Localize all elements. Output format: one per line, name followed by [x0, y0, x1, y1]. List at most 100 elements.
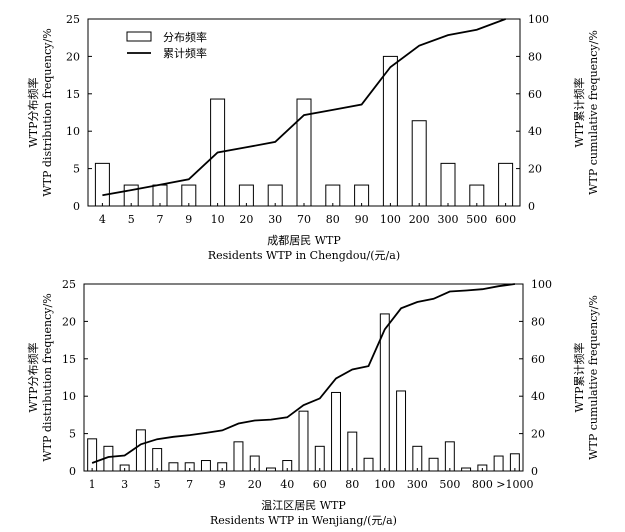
bar — [135, 429, 146, 472]
y-right-tick-label: 60 — [528, 88, 542, 101]
legend-label: 累计频率 — [163, 46, 207, 60]
y-right-tick-label: 40 — [531, 390, 545, 403]
legend-label: 分布频率 — [163, 30, 207, 44]
bar — [325, 184, 341, 207]
bar — [181, 184, 197, 207]
chart-1: 0 5 10 15 20 25 0 20 40 60 80 100 4 5 7 9 10 20 30 70 80 90 10… — [26, 13, 600, 262]
bar — [498, 162, 514, 207]
y-left-tick-label: 15 — [66, 88, 80, 101]
bar — [444, 441, 455, 472]
bar — [411, 120, 427, 207]
x-axis-title-en: Residents WTP in Chengdou/(元/a) — [208, 249, 400, 262]
y-left-tick-label: 10 — [66, 125, 80, 138]
y-right-tick-label: 100 — [528, 13, 549, 26]
y-left-tick-label: 15 — [62, 353, 76, 366]
cumulative-line — [91, 283, 516, 464]
y-left-axis-title: WTP分布频率 — [26, 77, 40, 147]
x-tick-label: 4 — [99, 213, 106, 226]
x-tick-label: 20 — [239, 213, 253, 226]
y-left-axis-title-en: WTP distribution frequency/% — [41, 28, 54, 196]
legend-bar-swatch — [126, 31, 152, 42]
y-right-tick-label: 80 — [528, 50, 542, 63]
y-left-tick-label: 20 — [66, 50, 80, 63]
y-right-tick-label: 40 — [528, 125, 542, 138]
x-tick-label: 80 — [326, 213, 340, 226]
x-tick-label: 5 — [128, 213, 135, 226]
bar — [87, 438, 98, 472]
x-axis-title: 温江区居民 WTP — [261, 499, 346, 512]
x-tick-label: 30 — [268, 213, 282, 226]
bar — [123, 184, 139, 207]
bar — [267, 184, 283, 207]
x-tick-label: 300 — [438, 213, 459, 226]
bar — [152, 184, 168, 207]
x-tick-label: >1000 — [496, 478, 533, 491]
y-left-tick-label: 5 — [69, 428, 76, 441]
x-tick-label: 1 — [89, 478, 96, 491]
y-left-tick-label: 0 — [69, 465, 76, 478]
y-left-tick-label: 5 — [73, 163, 80, 176]
bar — [152, 448, 163, 472]
bar — [238, 184, 254, 207]
x-tick-label: 80 — [345, 478, 359, 491]
bar — [298, 410, 309, 472]
bar — [331, 391, 341, 472]
bar — [382, 55, 398, 207]
x-tick-label: 300 — [407, 478, 428, 491]
x-tick-label: 9 — [219, 478, 226, 491]
x-tick-label: 600 — [495, 213, 516, 226]
x-tick-label: 5 — [154, 478, 161, 491]
x-tick-label: 100 — [380, 213, 401, 226]
y-right-tick-label: 0 — [531, 465, 538, 478]
bar — [493, 455, 504, 472]
x-tick-label: 800 — [472, 478, 493, 491]
bar — [469, 184, 485, 207]
bar — [363, 457, 374, 472]
y-left-axis-title-en: WTP distribution frequency/% — [41, 293, 54, 461]
x-tick-label: 7 — [157, 213, 164, 226]
bar — [461, 467, 472, 472]
y-left-axis-title: WTP分布频率 — [26, 342, 40, 412]
bar — [266, 467, 276, 472]
bar — [314, 445, 325, 472]
y-left-tick-label: 0 — [73, 200, 80, 213]
y-right-axis-title-en: WTP cumulative frequency/% — [587, 30, 600, 195]
x-tick-label: 9 — [185, 213, 192, 226]
y-right-tick-label: 20 — [531, 428, 545, 441]
bar — [440, 162, 456, 207]
bar — [200, 460, 211, 472]
bar — [396, 390, 407, 472]
x-tick-label: 3 — [121, 478, 128, 491]
x-tick-label: 200 — [409, 213, 430, 226]
y-right-tick-label: 100 — [531, 278, 552, 291]
x-tick-label: 90 — [355, 213, 369, 226]
y-right-axis-title-en: WTP cumulative frequency/% — [587, 295, 600, 460]
bar — [94, 162, 110, 207]
x-axis-title-en: Residents WTP in Wenjiang/(元/a) — [210, 514, 397, 527]
y-left-tick-label: 25 — [66, 13, 80, 26]
y-right-tick-label: 20 — [528, 163, 542, 176]
y-right-tick-label: 80 — [531, 315, 545, 328]
y-left-tick-label: 20 — [62, 315, 76, 328]
bar — [233, 441, 244, 472]
x-tick-label: 100 — [374, 478, 395, 491]
y-right-tick-label: 0 — [528, 200, 535, 213]
y-right-axis-title: WTP累计频率 — [572, 342, 586, 412]
bar — [412, 445, 423, 472]
x-tick-label: 500 — [439, 478, 460, 491]
x-tick-label: 7 — [186, 478, 193, 491]
chart-2: 0 5 10 15 20 25 0 20 40 60 80 100 1 3 5 7 9 20 40 60 80 100 30… — [26, 278, 600, 527]
x-tick-label: 40 — [280, 478, 294, 491]
x-tick-label: 500 — [466, 213, 487, 226]
y-left-tick-label: 25 — [62, 278, 76, 291]
x-tick-label: 70 — [297, 213, 311, 226]
cumulative-line — [102, 18, 506, 197]
x-axis-title: 成都居民 WTP — [267, 234, 341, 247]
x-tick-label: 60 — [313, 478, 327, 491]
bar — [168, 462, 179, 472]
y-right-axis-title: WTP累计频率 — [572, 77, 586, 147]
bar — [347, 431, 358, 472]
bar — [428, 457, 439, 472]
